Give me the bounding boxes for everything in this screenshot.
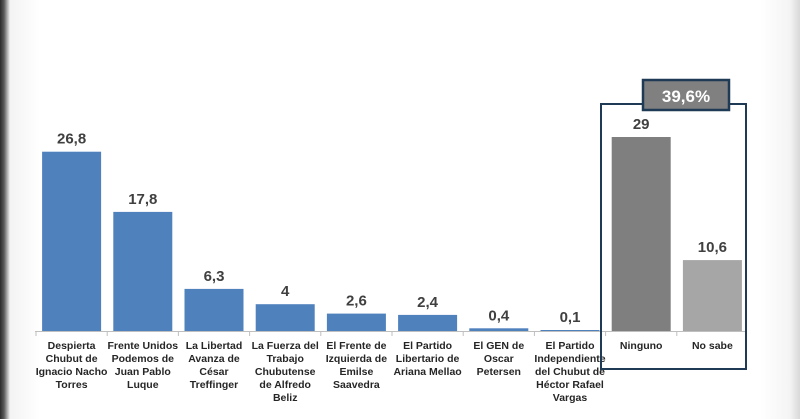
category-label-7: El GEN de Oscar Petersen [473,340,524,378]
category-label-line: Izquierda de [326,353,387,365]
category-label-line: Trabajo [267,353,304,365]
category-label-line: El GEN de [473,340,524,352]
category-label-9: Ninguno [620,340,663,352]
category-label-line: Petersen [477,366,521,378]
value-label-5: 2,6 [346,293,367,310]
category-label-line: No sabe [692,340,733,352]
category-label-line: Ninguno [620,340,663,352]
category-label-line: El Partido [403,340,452,352]
category-label-line: Independiente [534,353,605,365]
category-label-2: Frente Unidos Podemos de Juan Pablo Luque [108,340,179,391]
category-label-line: Treffinger [190,379,238,391]
category-label-line: Beliz [273,392,298,404]
value-label-6: 2,4 [417,294,439,311]
highlight-group-badge [641,78,731,112]
category-label-line: Frente Unidos [108,340,179,352]
value-label-7: 0,4 [488,307,510,324]
category-label-line: Héctor Rafael [536,379,604,391]
category-label-line: Torres [56,379,88,391]
category-label-line: Podemos de [112,353,175,365]
category-label-line: Luque [127,379,159,391]
category-label-line: Saavedra [333,379,380,391]
highlight-group-total: 39,6% [662,87,710,106]
category-label-line: Ignacio Nacho [36,366,108,378]
category-label-line: de Alfredo [259,379,311,391]
category-label-line: El Partido [545,340,594,352]
category-label-line: Chubutense [255,366,316,378]
category-label-8: El Partido Independiente del Chubut de Héct… [534,340,605,404]
category-label-line: La Fuerza del [252,340,319,352]
value-label-9: 29 [633,116,650,133]
bar-10 [682,260,742,331]
category-label-10: No sabe [692,340,733,352]
bar-9 [611,137,671,331]
category-label-line: El Frente de [326,340,386,352]
category-label-6: El Partido Libertario de Ariana Mellao [393,340,461,378]
category-label-line: Libertario de [396,353,460,365]
bar-3 [184,288,244,331]
category-label-line: La Libertad [186,340,243,352]
category-label-line: Emilse [339,366,373,378]
bar-6 [398,314,458,331]
category-label-line: Oscar [484,353,514,365]
bar-1 [42,151,102,331]
bar-5 [326,313,386,331]
value-label-2: 17,8 [128,191,157,208]
category-label-line: Despierta [48,340,96,352]
value-label-10: 10,6 [698,239,727,256]
category-label-1: Despierta Chubut de Ignacio Nacho Torres [36,340,108,391]
value-label-4: 4 [281,283,290,300]
bar-8 [540,330,600,331]
category-label-line: Chubut de [46,353,98,365]
category-label-line: Vargas [553,392,588,404]
bar-2 [113,211,173,331]
category-label-4: La Fuerza del Trabajo Chubutense de Alfredo… [252,340,319,404]
category-label-line: del Chubut de [535,366,605,378]
value-label-1: 26,8 [57,131,86,148]
category-label-line: Ariana Mellao [393,366,461,378]
bar-7 [469,328,529,331]
category-label-line: César [199,366,228,378]
category-label-line: Juan Pablo [115,366,171,378]
category-label-line: Avanza de [188,353,240,365]
category-label-3: La Libertad Avanza de César Treffinger [186,340,243,391]
value-label-3: 6,3 [204,268,225,285]
value-label-8: 0,1 [560,309,581,326]
category-label-5: El Frente de Izquierda de Emilse Saavedra [326,340,387,391]
bar-4 [255,304,315,331]
